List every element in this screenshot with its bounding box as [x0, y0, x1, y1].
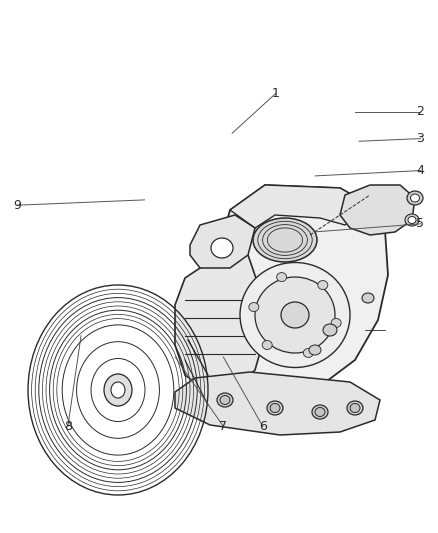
Ellipse shape	[281, 302, 309, 328]
Text: 8: 8	[64, 420, 72, 433]
Ellipse shape	[410, 194, 420, 202]
Ellipse shape	[267, 401, 283, 415]
Ellipse shape	[407, 191, 423, 205]
Ellipse shape	[408, 216, 416, 223]
Ellipse shape	[277, 272, 286, 281]
Ellipse shape	[350, 403, 360, 413]
Ellipse shape	[249, 303, 259, 312]
Text: 4: 4	[417, 164, 424, 177]
Polygon shape	[190, 215, 255, 268]
Ellipse shape	[111, 382, 125, 398]
Polygon shape	[340, 185, 415, 235]
Text: 6: 6	[259, 420, 267, 433]
Polygon shape	[175, 372, 380, 435]
Ellipse shape	[217, 393, 233, 407]
Ellipse shape	[309, 345, 321, 355]
Ellipse shape	[323, 324, 337, 336]
Ellipse shape	[318, 280, 328, 289]
Text: 7: 7	[219, 420, 227, 433]
Ellipse shape	[255, 277, 335, 353]
Text: 9: 9	[14, 199, 21, 212]
Ellipse shape	[262, 341, 272, 350]
Ellipse shape	[220, 395, 230, 405]
Polygon shape	[230, 185, 370, 228]
Ellipse shape	[104, 374, 132, 406]
Ellipse shape	[362, 293, 374, 303]
Ellipse shape	[211, 238, 233, 258]
Polygon shape	[210, 185, 388, 400]
Ellipse shape	[331, 318, 341, 327]
Ellipse shape	[240, 262, 350, 367]
Text: 1: 1	[272, 87, 280, 100]
Ellipse shape	[304, 349, 313, 358]
Polygon shape	[175, 255, 265, 392]
Text: 5: 5	[417, 217, 424, 230]
Ellipse shape	[347, 401, 363, 415]
Text: 2: 2	[417, 106, 424, 118]
Ellipse shape	[315, 408, 325, 416]
Ellipse shape	[253, 218, 317, 262]
Text: 3: 3	[417, 132, 424, 145]
Ellipse shape	[312, 405, 328, 419]
Ellipse shape	[270, 403, 280, 413]
Ellipse shape	[405, 214, 419, 226]
